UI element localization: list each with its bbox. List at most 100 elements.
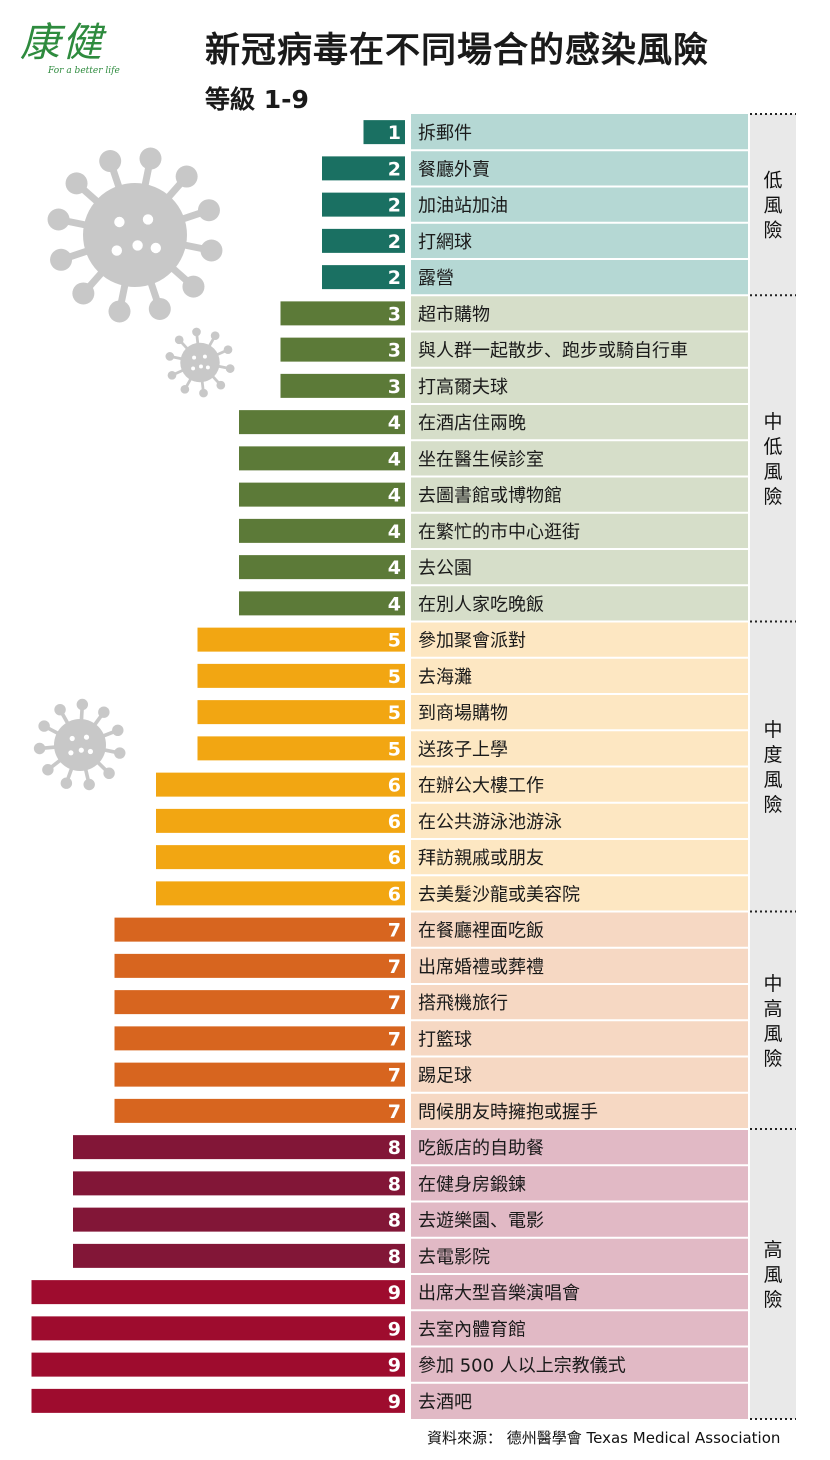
category-label: 去海灘 [418,667,472,688]
bar [322,156,405,181]
bar [73,1171,405,1196]
bar-value-label: 4 [388,448,401,470]
bar [31,1352,405,1377]
category-label: 在辦公大樓工作 [418,776,544,797]
zone-panel-low [411,114,748,296]
bar [114,1062,405,1087]
bar-value-label: 4 [388,593,401,615]
bar [363,120,405,145]
chart-title: 新冠病毒在不同場合的感染風險 [205,31,710,71]
category-label: 在公共游泳池游泳 [418,812,562,833]
category-label: 在別人家吃晚飯 [418,594,544,615]
category-label: 問候朋友時擁抱或握手 [418,1102,598,1123]
bar-value-label: 9 [388,1318,401,1340]
category-label: 坐在醫生候診室 [418,449,544,470]
bar-value-label: 6 [388,883,401,905]
zone-label-midhigh: 中高風險 [763,973,782,1070]
category-label: 搭飛機旅行 [418,993,508,1014]
bar [239,446,405,471]
bar-value-label: 4 [388,557,401,579]
source-note: 資料來源： 德州醫學會 Texas Medical Association [427,1429,781,1447]
bar-value-label: 3 [388,340,401,362]
bar [280,337,405,362]
category-label: 餐廳外賣 [418,159,490,180]
bar [31,1316,405,1341]
bar-value-label: 8 [388,1173,401,1195]
zone-label-high: 高風險 [763,1239,782,1311]
bar-value-label: 5 [388,702,401,724]
category-label: 吃飯店的自助餐 [418,1138,544,1159]
category-label: 在繁忙的市中心逛街 [418,522,580,543]
category-label: 拆郵件 [418,123,472,144]
bar [156,808,405,833]
category-label: 去電影院 [418,1247,490,1268]
bar-value-label: 2 [388,158,401,180]
bar-value-label: 6 [388,811,401,833]
bar [239,518,405,543]
bar [114,1026,405,1051]
bar [156,845,405,870]
zone-label-mid: 中度風險 [763,719,782,816]
bar [239,555,405,580]
category-label: 去圖書館或博物館 [418,486,562,507]
bar-value-label: 7 [388,920,401,942]
bar [322,265,405,290]
bar [197,736,405,761]
bar-value-label: 9 [388,1391,401,1413]
bar [31,1388,405,1413]
bar [114,953,405,978]
bar-value-label: 4 [388,485,401,507]
virus-icon-small [165,327,235,398]
category-label: 打籃球 [418,1029,472,1050]
category-label: 加油站加油 [418,196,508,217]
bar [156,881,405,906]
logo-slogan: For a better life [48,66,120,76]
bar-value-label: 7 [388,992,401,1014]
chart-subtitle: 等級 1-9 [205,85,309,114]
bar [197,700,405,725]
bar-value-label: 2 [388,267,401,289]
bar-value-label: 8 [388,1210,401,1232]
logo: 康健 For a better life [20,20,130,90]
bar [280,301,405,326]
bar [114,990,405,1015]
bar [114,1098,405,1123]
bar-value-label: 2 [388,195,401,217]
category-label: 與人群一起散步、跑步或騎自行車 [418,341,688,362]
bar [31,1280,405,1305]
category-label: 打網球 [418,232,472,253]
category-label: 去公園 [418,558,472,579]
bar [322,192,405,217]
bar [239,482,405,507]
virus-icon-medium [33,698,126,791]
bar-value-label: 8 [388,1246,401,1268]
bar [322,228,405,253]
category-label: 拜訪親戚或朋友 [418,848,544,869]
category-label: 露營 [418,268,454,289]
bar-value-label: 1 [388,122,401,144]
bar-value-label: 2 [388,231,401,253]
bar [280,373,405,398]
zone-label-low: 低風險 [763,170,782,242]
bar-value-label: 8 [388,1137,401,1159]
zone-label-midlow: 中低風險 [763,411,782,508]
category-label: 在餐廳裡面吃飯 [418,921,544,942]
category-label: 超市購物 [418,304,490,325]
category-label: 去美髮沙龍或美容院 [418,883,580,905]
bar [197,663,405,688]
bar-value-label: 7 [388,1065,401,1087]
bar [73,1243,405,1268]
bar-value-label: 5 [388,666,401,688]
bar-value-label: 9 [388,1355,401,1377]
bar-value-label: 9 [388,1282,401,1304]
category-label: 去酒吧 [418,1392,472,1413]
bar [114,917,405,942]
bar [239,410,405,435]
category-label: 在健身房鍛鍊 [418,1174,526,1195]
bar-value-label: 6 [388,847,401,869]
virus-icon-large [47,147,223,323]
category-label: 踢足球 [418,1066,472,1087]
bar [239,591,405,616]
zone-sidebar [750,114,796,1419]
